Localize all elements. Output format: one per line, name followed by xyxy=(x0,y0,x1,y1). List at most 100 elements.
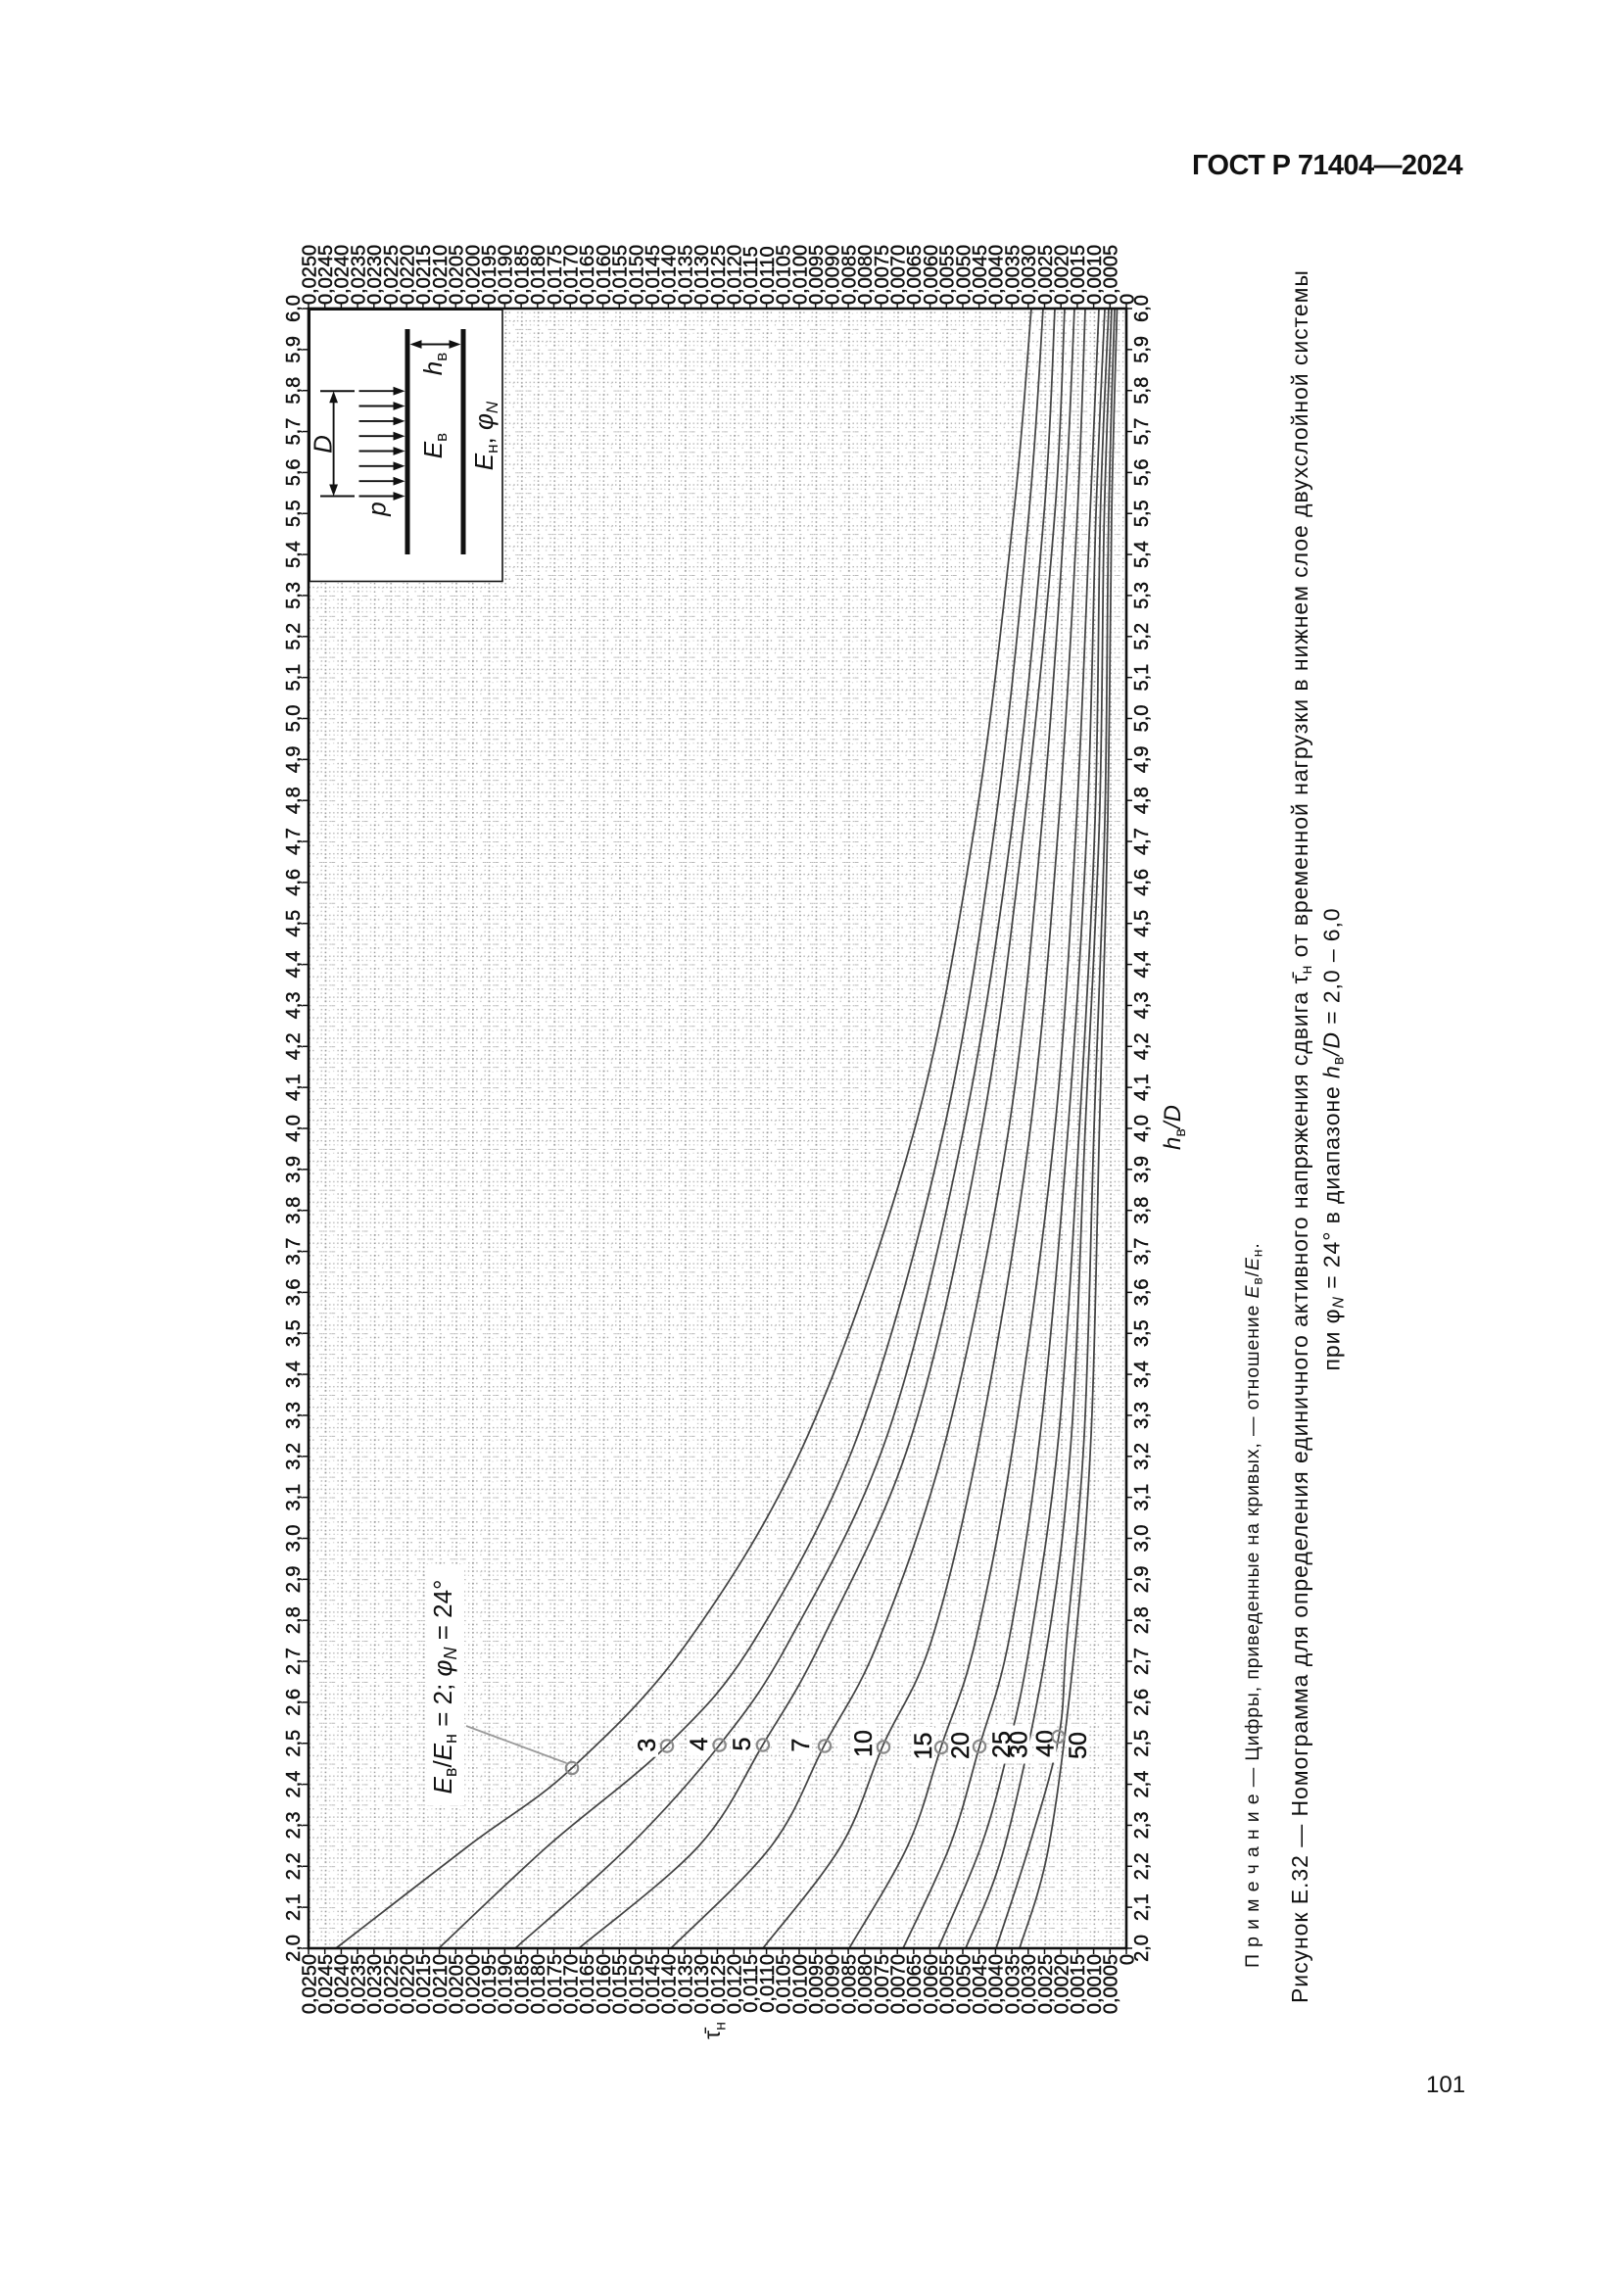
svg-text:0,0185: 0,0185 xyxy=(511,245,533,305)
svg-text:2,5: 2,5 xyxy=(283,1730,305,1757)
svg-text:Eн, φN: Eн, φN xyxy=(469,401,501,470)
svg-text:5,6: 5,6 xyxy=(1131,458,1153,486)
svg-text:5,7: 5,7 xyxy=(1131,418,1153,446)
svg-text:0,0145: 0,0145 xyxy=(643,245,664,305)
svg-text:5,0: 5,0 xyxy=(1131,705,1153,733)
svg-text:0,0060: 0,0060 xyxy=(921,1954,942,2014)
svg-text:0,0095: 0,0095 xyxy=(806,1954,828,2014)
svg-text:0,0235: 0,0235 xyxy=(348,245,369,305)
svg-text:0,0050: 0,0050 xyxy=(953,1954,975,2014)
svg-text:4,5: 4,5 xyxy=(283,910,305,937)
svg-text:15: 15 xyxy=(910,1733,937,1760)
svg-text:5,1: 5,1 xyxy=(283,664,305,692)
svg-text:30: 30 xyxy=(1005,1731,1032,1758)
svg-text:5,8: 5,8 xyxy=(283,377,305,405)
svg-text:40: 40 xyxy=(1031,1730,1059,1757)
svg-text:4,1: 4,1 xyxy=(1131,1074,1153,1101)
svg-text:5,2: 5,2 xyxy=(283,623,305,650)
svg-text:hв: hв xyxy=(418,353,451,376)
svg-text:0,0040: 0,0040 xyxy=(986,1954,1008,2014)
svg-text:2,1: 2,1 xyxy=(283,1893,305,1921)
svg-text:0,0100: 0,0100 xyxy=(789,245,811,305)
svg-text:0,0125: 0,0125 xyxy=(708,1954,730,2014)
svg-text:0,0210: 0,0210 xyxy=(430,245,452,305)
svg-text:0,0220: 0,0220 xyxy=(398,245,419,305)
svg-text:2,2: 2,2 xyxy=(283,1852,305,1880)
svg-text:20: 20 xyxy=(947,1732,975,1759)
svg-text:3,0: 3,0 xyxy=(283,1525,305,1553)
svg-text:0,0115: 0,0115 xyxy=(740,1954,762,2013)
svg-text:3,8: 3,8 xyxy=(1131,1197,1153,1224)
svg-text:3,1: 3,1 xyxy=(283,1484,305,1511)
svg-text:0,0165: 0,0165 xyxy=(577,245,598,305)
svg-text:0,0055: 0,0055 xyxy=(937,1954,959,2014)
svg-text:0,0200: 0,0200 xyxy=(462,1954,484,2014)
svg-text:6,0: 6,0 xyxy=(1131,295,1153,322)
svg-text:3,9: 3,9 xyxy=(1131,1156,1153,1183)
svg-text:5,0: 5,0 xyxy=(283,705,305,733)
svg-text:2,8: 2,8 xyxy=(283,1606,305,1634)
svg-text:0,0090: 0,0090 xyxy=(823,1954,844,2014)
svg-text:0,0190: 0,0190 xyxy=(496,1954,517,2014)
svg-text:4,1: 4,1 xyxy=(283,1074,305,1101)
svg-text:0,0205: 0,0205 xyxy=(447,245,468,305)
svg-text:0: 0 xyxy=(1117,1954,1138,1965)
svg-text:0,0050: 0,0050 xyxy=(953,245,975,305)
svg-text:0,0060: 0,0060 xyxy=(921,245,942,305)
svg-text:0,0065: 0,0065 xyxy=(904,1954,926,2014)
svg-text:D: D xyxy=(309,435,338,454)
svg-text:0,0040: 0,0040 xyxy=(986,245,1008,305)
svg-text:0,0045: 0,0045 xyxy=(970,1954,991,2014)
svg-text:0,0190: 0,0190 xyxy=(496,245,517,305)
svg-text:Eв: Eв xyxy=(418,433,451,458)
svg-text:0,0225: 0,0225 xyxy=(381,1954,403,2014)
svg-text:0,0055: 0,0055 xyxy=(937,245,959,305)
svg-text:0,0030: 0,0030 xyxy=(1019,245,1040,305)
svg-text:2,1: 2,1 xyxy=(1131,1893,1153,1921)
svg-text:ГОСТ Р 71404—2024: ГОСТ Р 71404—2024 xyxy=(1192,150,1462,181)
svg-text:5,6: 5,6 xyxy=(283,458,305,486)
svg-text:3,7: 3,7 xyxy=(283,1238,305,1266)
svg-text:2,9: 2,9 xyxy=(1131,1565,1153,1593)
svg-text:0,0110: 0,0110 xyxy=(757,1954,779,2013)
svg-text:2,0: 2,0 xyxy=(1131,1935,1153,1962)
svg-text:4,5: 4,5 xyxy=(1131,910,1153,937)
svg-text:0,0215: 0,0215 xyxy=(413,245,435,305)
svg-text:0,0230: 0,0230 xyxy=(364,1954,386,2014)
svg-text:2,6: 2,6 xyxy=(283,1689,305,1716)
svg-text:hв/D: hв/D xyxy=(1160,1105,1189,1150)
svg-text:2,4: 2,4 xyxy=(283,1771,305,1798)
svg-text:p: p xyxy=(362,502,392,516)
svg-text:5,9: 5,9 xyxy=(1131,336,1153,363)
svg-text:2,4: 2,4 xyxy=(1131,1771,1153,1798)
svg-text:0,0250: 0,0250 xyxy=(299,245,320,305)
svg-text:3,1: 3,1 xyxy=(1131,1484,1153,1511)
svg-text:2,0: 2,0 xyxy=(283,1935,305,1962)
svg-text:3,6: 3,6 xyxy=(283,1278,305,1306)
svg-text:5,5: 5,5 xyxy=(283,500,305,527)
svg-text:0,0105: 0,0105 xyxy=(774,245,795,305)
svg-text:0,0115: 0,0115 xyxy=(740,246,762,305)
svg-text:5,7: 5,7 xyxy=(283,418,305,446)
svg-text:2,6: 2,6 xyxy=(1131,1689,1153,1716)
svg-text:0,0160: 0,0160 xyxy=(594,245,615,305)
svg-text:5,3: 5,3 xyxy=(283,582,305,609)
svg-text:0,0165: 0,0165 xyxy=(577,1954,598,2014)
svg-text:0,0080: 0,0080 xyxy=(855,1954,877,2014)
svg-text:0,0065: 0,0065 xyxy=(904,245,926,305)
svg-text:0,0180: 0,0180 xyxy=(528,1954,549,2014)
svg-text:10: 10 xyxy=(850,1730,878,1757)
svg-text:0,0025: 0,0025 xyxy=(1035,1954,1057,2014)
svg-text:0,0150: 0,0150 xyxy=(626,1954,647,2014)
svg-text:5,3: 5,3 xyxy=(1131,582,1153,609)
svg-text:3,9: 3,9 xyxy=(283,1156,305,1183)
svg-text:3,7: 3,7 xyxy=(1131,1238,1153,1266)
svg-text:3,5: 3,5 xyxy=(1131,1319,1153,1347)
svg-text:5,4: 5,4 xyxy=(283,541,305,568)
svg-text:0,0015: 0,0015 xyxy=(1068,1954,1089,2014)
svg-text:0,0160: 0,0160 xyxy=(594,1954,615,2014)
svg-text:5,4: 5,4 xyxy=(1131,541,1153,568)
svg-text:0,0170: 0,0170 xyxy=(561,1954,583,2014)
svg-text:0,0195: 0,0195 xyxy=(479,245,500,305)
svg-text:2,5: 2,5 xyxy=(1131,1730,1153,1757)
